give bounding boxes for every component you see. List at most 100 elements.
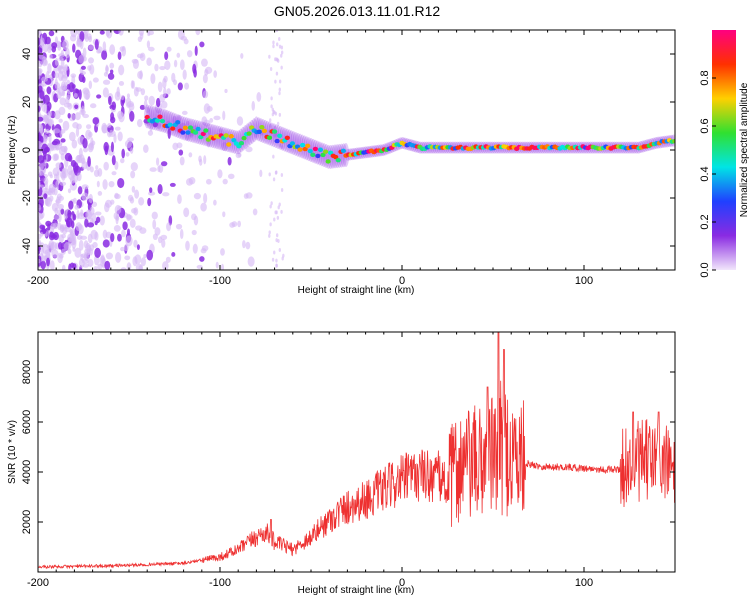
spectrogram-blob bbox=[47, 223, 51, 231]
spectrogram-blob bbox=[275, 263, 278, 268]
spectrogram-blob bbox=[237, 220, 242, 228]
spectrogram-blob bbox=[42, 134, 49, 142]
spectrogram-ridge-point bbox=[187, 125, 194, 130]
colorbar-tick-label: 0.4 bbox=[699, 166, 711, 181]
spectrogram-blob bbox=[275, 210, 278, 215]
spectrogram-blob bbox=[204, 69, 209, 76]
spectrogram-blob bbox=[39, 232, 44, 237]
spectrogram-blob bbox=[272, 40, 275, 45]
spectrogram-blob bbox=[129, 218, 136, 229]
spectrogram-blob bbox=[77, 186, 83, 195]
spectrogram-blob bbox=[86, 210, 93, 220]
spectrogram-blob bbox=[166, 46, 172, 52]
spectrogram-blob bbox=[81, 105, 85, 117]
spectrogram-ridge-point bbox=[259, 125, 265, 130]
spectrogram-blob bbox=[274, 79, 277, 84]
spectrogram-blob bbox=[110, 141, 114, 153]
spectrogram-blob bbox=[149, 167, 157, 172]
spectrogram-blob bbox=[213, 199, 217, 206]
spectrogram-ridge-point bbox=[144, 114, 150, 120]
spectrogram-blob bbox=[169, 182, 176, 187]
spectrogram-blob bbox=[274, 57, 277, 62]
spectrogram-blob bbox=[279, 143, 282, 148]
spectrogram-blob bbox=[126, 262, 132, 270]
spectrogram-blob bbox=[47, 63, 52, 74]
spectrogram-blob bbox=[117, 233, 122, 242]
spectrogram-blob bbox=[53, 153, 60, 161]
spectrogram-blob bbox=[137, 36, 143, 43]
spectrogram-blob bbox=[125, 152, 130, 157]
spectrogram-blob bbox=[107, 123, 112, 128]
spectrogram-blob bbox=[280, 53, 283, 58]
spectrogram-ridge-point bbox=[272, 129, 278, 134]
spectrogram-blob bbox=[41, 56, 48, 67]
spectrogram-blob bbox=[58, 56, 64, 62]
figure-title: GN05.2026.013.11.01.R12 bbox=[274, 3, 441, 19]
spectrogram-blob bbox=[51, 249, 59, 258]
spectrogram-blob bbox=[276, 215, 280, 220]
spectrogram-blob bbox=[52, 167, 60, 177]
spectrogram-blob bbox=[120, 94, 125, 101]
spectrogram-blob bbox=[49, 231, 54, 238]
spectrogram-blob bbox=[163, 87, 167, 97]
spectrogram-blob bbox=[99, 215, 105, 226]
spectrogram-blob bbox=[46, 86, 52, 95]
spectrogram-blob bbox=[193, 215, 199, 226]
spectrogram-blob bbox=[268, 54, 271, 59]
spectrogram-blob bbox=[217, 169, 223, 179]
snr-plot-area bbox=[38, 332, 675, 572]
spectrogram-blob bbox=[83, 30, 89, 37]
spectrogram-blob bbox=[40, 246, 44, 256]
spectrogram-blob bbox=[97, 263, 103, 270]
spectrogram-ridge-halo bbox=[235, 130, 243, 155]
spectrogram-blob bbox=[110, 232, 115, 243]
spectrogram-blob bbox=[96, 180, 100, 188]
spectrogram-blob bbox=[51, 140, 59, 146]
spectrogram-blob bbox=[38, 30, 41, 35]
spectrogram-blob bbox=[192, 63, 197, 74]
spectrogram-blob bbox=[242, 240, 246, 249]
spectrogram-blob bbox=[76, 38, 83, 48]
spectrogram-blob bbox=[188, 152, 193, 158]
spectrogram-blob bbox=[227, 156, 232, 166]
spectrogram-blob bbox=[154, 63, 159, 72]
spectrogram-blob bbox=[143, 144, 149, 153]
spectrogram-ytick-label: 0 bbox=[21, 147, 33, 153]
spectrogram-blob bbox=[274, 111, 278, 116]
spectrogram-blob bbox=[74, 104, 79, 110]
spectrogram-blob bbox=[281, 145, 284, 150]
spectrogram-blob bbox=[94, 247, 101, 258]
spectrogram-blob bbox=[273, 125, 277, 130]
spectrogram-blob bbox=[222, 211, 226, 218]
spectrogram-blob bbox=[280, 50, 284, 55]
spectrogram-ridge-point bbox=[157, 114, 163, 119]
spectrogram-blob bbox=[185, 240, 190, 251]
spectrogram-blob bbox=[269, 118, 272, 123]
spectrogram-blob bbox=[122, 221, 128, 231]
spectrogram-blob bbox=[72, 213, 77, 221]
spectrogram-blob bbox=[270, 96, 273, 101]
spectrogram-blob bbox=[92, 77, 99, 83]
spectrogram-blob bbox=[76, 154, 81, 162]
spectrogram-blob bbox=[213, 70, 217, 78]
spectrogram-blob bbox=[173, 79, 177, 86]
spectrogram-blob bbox=[207, 127, 211, 136]
spectrogram-blob bbox=[160, 161, 168, 167]
spectrogram-blob bbox=[240, 52, 244, 59]
spectrogram-blob bbox=[59, 130, 63, 138]
spectrogram-blob bbox=[111, 155, 116, 166]
spectrogram-blob bbox=[70, 30, 78, 38]
spectrogram-blob bbox=[61, 226, 68, 235]
spectrogram-ridge-point bbox=[193, 130, 199, 135]
spectrogram-blob bbox=[85, 242, 91, 253]
spectrogram-blob bbox=[38, 105, 41, 112]
spectrogram-blob bbox=[152, 219, 157, 230]
spectrogram-blob bbox=[149, 122, 153, 132]
spectrogram-ridge-point bbox=[154, 118, 160, 123]
spectrogram-ridge-halo bbox=[268, 122, 275, 147]
spectrogram-blob bbox=[138, 197, 145, 206]
spectrogram-blob bbox=[61, 248, 66, 255]
spectrogram-blob bbox=[74, 112, 81, 121]
spectrogram-blob bbox=[157, 184, 163, 195]
